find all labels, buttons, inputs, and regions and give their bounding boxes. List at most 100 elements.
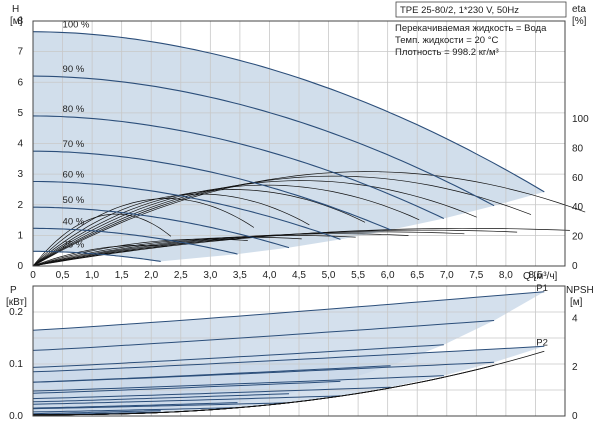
power-curve <box>32 395 341 405</box>
y-left-unit-h: [м] <box>10 16 23 27</box>
power-curve <box>32 361 495 383</box>
y-left-tick-label: 2 <box>17 200 23 211</box>
chart-title: TPE 25-80/2, 1*230 V, 50Hz <box>400 5 519 16</box>
chart-title-box: TPE 25-80/2, 1*230 V, 50Hz <box>395 1 567 18</box>
x-tick-label: 5,5 <box>351 270 365 281</box>
x-tick-label: 0 <box>30 270 36 281</box>
power-curve <box>32 410 161 415</box>
info-line-liquid: Перекачиваемая жидкость = Вода <box>395 23 547 34</box>
head-curve <box>32 75 495 207</box>
efficiency-curve-lower <box>32 235 356 267</box>
head-curve <box>33 227 238 255</box>
efficiency-curve <box>32 184 420 267</box>
y-left-label-h: H <box>12 4 19 15</box>
power-curve <box>32 345 545 373</box>
y-left-tick-label: 3 <box>17 169 23 180</box>
power-curve <box>32 407 238 413</box>
y-right-unit-npsh: [м] <box>570 297 583 308</box>
head-curve-label: 100 % <box>63 20 90 31</box>
x-tick-label: 1,0 <box>85 270 99 281</box>
y-right-tick-label: 60 <box>572 173 584 184</box>
efficiency-curve-lower <box>32 236 302 267</box>
power-curve <box>32 386 391 400</box>
info-line-density: Плотность = 998.2 кг/м³ <box>395 47 499 58</box>
head-curve-label: 50 % <box>63 195 85 206</box>
x-axis-label: Q [м³/ч] <box>523 271 558 282</box>
upper-plot-frame <box>32 20 566 267</box>
power-curve <box>32 380 341 394</box>
x-tick-label: 7,0 <box>440 270 454 281</box>
power-curve <box>32 375 444 392</box>
y-right-tick-label: 0 <box>572 261 578 272</box>
x-tick-label: 6,5 <box>410 270 424 281</box>
y-left-unit-p: [кВт] <box>6 297 27 308</box>
head-efficiency-plot: 0 0,5 1,0 1,5 2,0 2,5 3,0 3,5 4,0 4,5 5,0 5,5 6,0 6,5… <box>17 16 589 281</box>
x-tick-label: 8,5 <box>528 270 542 281</box>
x-tick-label: 3,5 <box>233 270 247 281</box>
npsh-curve <box>33 412 161 416</box>
p-tick-label: 0.2 <box>9 307 23 318</box>
power-curve <box>32 344 444 368</box>
info-box: Перекачиваемая жидкость = Вода Темп. жид… <box>395 23 547 58</box>
lower-plot-frame <box>32 285 566 417</box>
y-right-label-npsh: NPSH <box>566 285 594 296</box>
power-npsh-plot: 0.0 0.1 0.2 0 2 4 P1 P2 <box>9 283 578 422</box>
head-curve-label: 90 % <box>63 64 85 75</box>
x-tick-label: 2,0 <box>144 270 158 281</box>
efficiency-curve-lower <box>32 238 248 267</box>
efficiency-curve <box>32 198 255 267</box>
y-left-tick-label: 4 <box>17 139 23 150</box>
x-tick-label: 1,5 <box>115 270 129 281</box>
x-tick-label: 7,5 <box>469 270 483 281</box>
head-curve-label: 40 % <box>63 216 85 227</box>
y-right-tick-label: 80 <box>572 143 584 154</box>
y-left-tick-label: 7 <box>17 47 23 58</box>
y-right-tick-label: 20 <box>572 232 584 243</box>
efficiency-curve <box>32 189 366 267</box>
power-curve <box>32 320 495 351</box>
head-curve <box>33 150 391 231</box>
efficiency-curve <box>32 171 586 267</box>
power-curve <box>32 402 290 410</box>
head-curve-label: 80 % <box>63 104 85 115</box>
x-tick-label: 6,0 <box>381 270 395 281</box>
npsh-tick-label: 0 <box>572 411 578 422</box>
head-curve <box>33 250 161 262</box>
y-right-tick-label: 100 <box>572 114 589 125</box>
power-curve <box>32 402 238 409</box>
head-curve-label: 60 % <box>63 169 85 180</box>
head-curve <box>33 206 290 249</box>
x-tick-label: 8,0 <box>499 270 513 281</box>
y-left-label-p: P <box>10 285 17 296</box>
p-tick-label: 0.0 <box>9 411 23 422</box>
y-left-tick-label: 5 <box>17 108 23 119</box>
npsh-tick-label: 2 <box>572 362 578 373</box>
y-right-tick-label: 40 <box>572 202 584 213</box>
efficiency-curve <box>32 213 172 267</box>
power-curve <box>32 291 545 331</box>
y-left-tick-label: 1 <box>17 230 23 241</box>
x-tick-label: 0,5 <box>56 270 70 281</box>
p-tick-label: 0.1 <box>9 359 23 370</box>
efficiency-curve <box>32 193 310 267</box>
head-curve-label: 70 % <box>63 139 85 150</box>
y-right-label-eta: eta <box>572 4 586 15</box>
info-line-temp: Темп. жидкости = 20 °C <box>395 35 498 46</box>
head-curve-label: 25 % <box>63 239 85 250</box>
power-series-label: P2 <box>536 337 548 348</box>
efficiency-curve-lower <box>32 244 168 267</box>
x-tick-label: 5,0 <box>322 270 336 281</box>
efficiency-curve <box>32 175 532 267</box>
power-series-label: P1 <box>536 283 548 294</box>
head-curve <box>33 180 341 240</box>
y-left-tick-label: 8 <box>17 16 23 27</box>
y-left-tick-label: 6 <box>17 77 23 88</box>
x-tick-label: 3,0 <box>203 270 217 281</box>
y-left-tick-label: 0 <box>17 261 23 272</box>
x-tick-label: 4,0 <box>262 270 276 281</box>
x-tick-label: 2,5 <box>174 270 188 281</box>
power-curve <box>32 393 290 403</box>
head-curve <box>32 31 545 193</box>
y-right-unit-eta: [%] <box>572 16 587 27</box>
